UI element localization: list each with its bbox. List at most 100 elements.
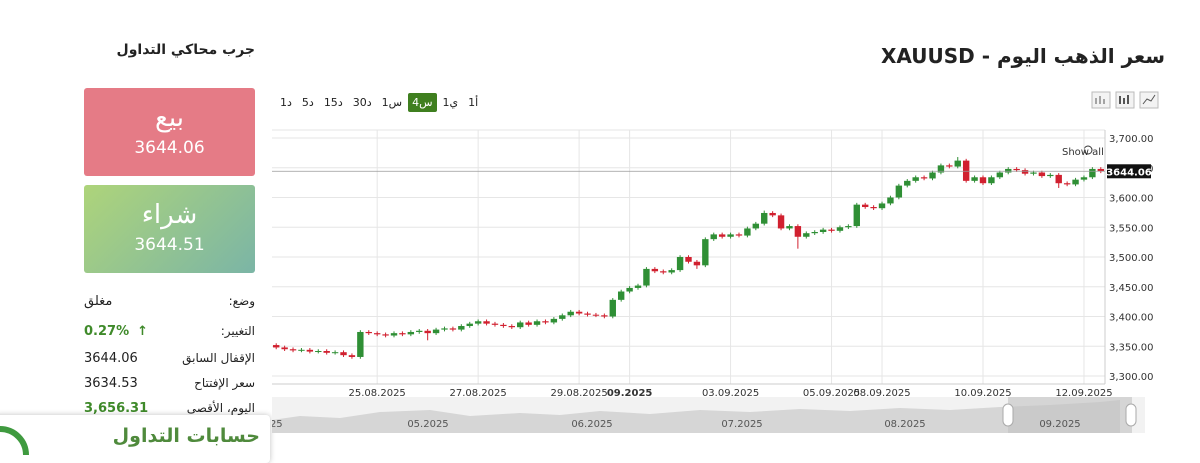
timeframe-button[interactable]: 1ي [442,96,459,109]
candle-body [845,226,852,228]
navigator-label: 07.2025 [721,419,762,430]
stat-row: التغيير: 0.27% ↑ [84,324,255,348]
candle-body [483,321,490,324]
buy-price: 3644.51 [134,235,205,255]
candle-body [836,227,844,231]
candle-body [542,321,549,323]
x-tick-label: 25.08.2025 [349,388,406,399]
candle-body [634,285,642,288]
navigator-handle[interactable] [1125,403,1137,427]
stat-label: اليوم، الأقصى [186,401,255,415]
navigator-handle[interactable] [1002,403,1014,427]
sell-button[interactable]: بيع 3644.06 [84,88,255,176]
candle-body [449,328,457,330]
buy-button[interactable]: شراء 3644.51 [84,185,255,273]
candle-body [348,355,356,357]
candle-body [1030,172,1037,174]
candle-body [895,185,903,198]
navigator-labels: 04.2025 05.2025 06.2025 07.2025 08.2025 09.20… [272,419,1081,430]
candle-body [954,160,961,167]
last-price-box [1107,164,1151,179]
candle-body [1005,168,1012,173]
candle-body [601,315,608,317]
candle-body [996,172,1004,178]
candle-body [718,234,726,237]
candle-body [769,212,776,216]
candle-body [777,215,785,229]
candle-body [407,331,415,335]
y-tick-label: 3,500.00 [1109,253,1154,264]
candle-body [575,311,583,314]
candle-body [861,204,869,208]
candle-body [878,203,886,209]
y-tick-label: 3,350.00 [1109,342,1154,353]
x-tick-label: 09.2025 [607,388,653,399]
candle-body [685,257,692,262]
candle-body [390,333,398,336]
candle-body [474,321,482,324]
candle-body [1021,170,1029,174]
chart-type-icons[interactable] [1091,91,1159,109]
candle-body [1063,183,1071,185]
candle-body [617,291,625,300]
navigator-selection[interactable] [1008,397,1132,433]
up-arrow: ↑ [137,324,149,339]
candle-body [702,239,709,266]
candle-body [786,226,793,229]
candle-body [550,318,558,323]
sidebar-title: جرب محاكي التداول [116,42,255,58]
sell-label: بيع [155,103,184,133]
timeframes: 1د 5د 15د 30د 1س 4س 1ي 1أ [276,93,482,112]
timeframe-button[interactable]: 4س [408,93,437,112]
candle-body [500,324,507,327]
candle-body [1047,174,1054,177]
candle-body [432,329,440,334]
candle-body [289,349,297,351]
candle-body [962,160,970,181]
stat-row: سعر الإفتتاح 3634.53 [84,376,255,400]
y-tick-label: 3,300.00 [1109,372,1154,383]
stat-value: مغلق [84,294,113,309]
candle-body [357,331,364,357]
show-all[interactable]: Show all [1062,147,1104,158]
y-tick-label: 3,450.00 [1109,283,1154,294]
candle-body [373,333,381,335]
candle-body [744,228,751,236]
candle-body [676,257,684,271]
timeframe-button[interactable]: 1س [381,96,403,109]
candle-body [761,212,768,224]
candle-body [273,345,280,348]
candle-body [315,351,322,353]
candle-body [870,207,877,209]
timeframe-button[interactable]: 5د [301,96,314,109]
stat-label: وضع: [228,294,255,308]
candle-body [727,234,734,237]
navigator-label: 09.2025 [1039,419,1080,430]
candle-body [382,334,389,336]
candle-body [399,333,406,335]
page-title: سعر الذهب اليوم - XAUUSD [880,44,1165,68]
candle-body [491,323,499,325]
candle-body [1038,172,1046,177]
candle-body [710,234,717,240]
candle-body [937,165,945,173]
timeframe-button[interactable]: 1د [280,96,292,109]
navigator-label: 08.2025 [884,419,925,430]
timeframe-button[interactable]: 1أ [468,96,479,109]
stat-value: 3644.06 [84,351,138,366]
x-tick-label: 12.09.2025 [1055,388,1112,399]
candle-body [365,331,372,334]
timeframe-button[interactable]: 15د [323,96,343,109]
candle-body [424,330,431,334]
candle-body [643,268,650,286]
timeframe-button[interactable]: 30د [352,96,372,109]
stat-value: 3634.53 [84,376,138,391]
y-tick-label: 3,600.00 [1109,194,1154,205]
candle-body [340,352,347,356]
candle-body [853,204,860,227]
x-tick-label: 29.08.2025 [550,388,607,399]
candle-body [971,177,978,181]
stat-row: الإقفال السابق 3644.06 [84,351,255,375]
